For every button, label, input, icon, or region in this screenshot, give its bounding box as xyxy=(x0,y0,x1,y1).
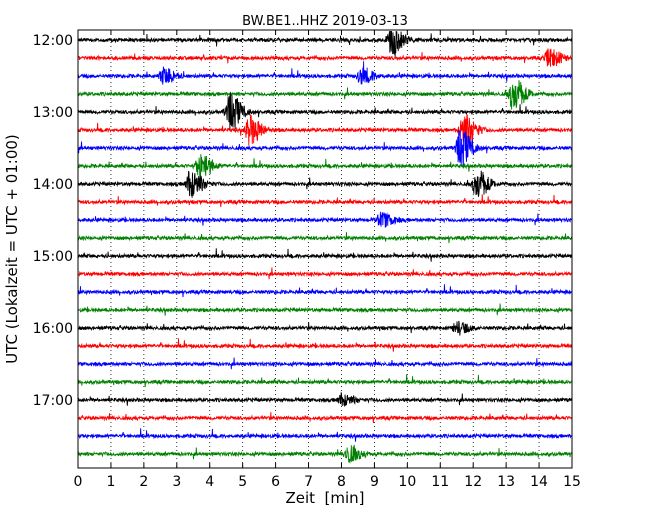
trace-1500 xyxy=(77,248,573,262)
trace-1715 xyxy=(77,412,573,424)
chart-title: BW.BE1..HHZ 2019-03-13 xyxy=(242,14,408,29)
x-axis-label: Zeit [min] xyxy=(285,489,364,507)
trace-1315 xyxy=(77,114,572,146)
x-tick-label: 0 xyxy=(74,474,83,490)
trace-1330 xyxy=(77,130,573,167)
x-tick-label: 10 xyxy=(398,474,416,490)
x-tick-label: 7 xyxy=(304,474,313,490)
x-tick-label: 14 xyxy=(530,474,548,490)
trace-1245 xyxy=(77,80,573,110)
trace-1230 xyxy=(77,61,573,85)
y-tick-label: 16:00 xyxy=(33,321,73,337)
x-tick-label: 4 xyxy=(205,474,214,490)
trace-1415 xyxy=(77,194,573,208)
y-tick-label: 14:00 xyxy=(33,177,73,193)
x-tick-label: 5 xyxy=(238,474,247,490)
x-tick-label: 6 xyxy=(271,474,280,490)
x-tick-label: 8 xyxy=(337,474,346,490)
x-tick-label: 13 xyxy=(497,474,515,490)
y-axis-label: UTC (Lokalzeit = UTC + 01:00) xyxy=(3,134,21,364)
trace-1400 xyxy=(77,170,573,198)
trace-1615 xyxy=(77,338,573,352)
grid-lines xyxy=(110,30,540,468)
x-tick-label: 9 xyxy=(370,474,379,490)
trace-1700 xyxy=(77,391,573,407)
x-tick-label: 2 xyxy=(139,474,148,490)
y-tick-label: 17:00 xyxy=(33,393,73,409)
trace-1515 xyxy=(77,267,573,280)
plot-frame xyxy=(77,29,573,469)
trace-1630 xyxy=(77,357,573,370)
x-tick-label: 12 xyxy=(464,474,482,490)
trace-1745 xyxy=(77,444,573,464)
trace-1430 xyxy=(77,211,573,228)
x-tick-label: 11 xyxy=(431,474,449,490)
y-axis-ticks: 12:00 13:00 14:00 15:00 16:00 17:00 xyxy=(33,33,572,409)
trace-1545 xyxy=(77,303,573,316)
x-axis-ticks: 0 1 2 3 4 5 6 7 8 9 10 11 12 13 14 15 xyxy=(74,30,581,490)
x-tick-label: 1 xyxy=(106,474,115,490)
trace-group xyxy=(77,30,573,464)
y-tick-label: 12:00 xyxy=(33,33,73,49)
trace-1215 xyxy=(77,48,573,67)
trace-1600 xyxy=(77,320,573,336)
trace-1530 xyxy=(77,284,573,298)
trace-1730 xyxy=(77,428,573,442)
y-tick-label: 13:00 xyxy=(33,105,73,121)
trace-1445 xyxy=(77,232,573,244)
trace-1200 xyxy=(77,30,573,58)
x-tick-label: 3 xyxy=(172,474,181,490)
x-tick-label: 15 xyxy=(563,474,581,490)
y-tick-label: 15:00 xyxy=(33,249,73,265)
trace-1300 xyxy=(77,92,573,131)
trace-1645 xyxy=(77,374,573,388)
trace-1345 xyxy=(77,154,573,180)
